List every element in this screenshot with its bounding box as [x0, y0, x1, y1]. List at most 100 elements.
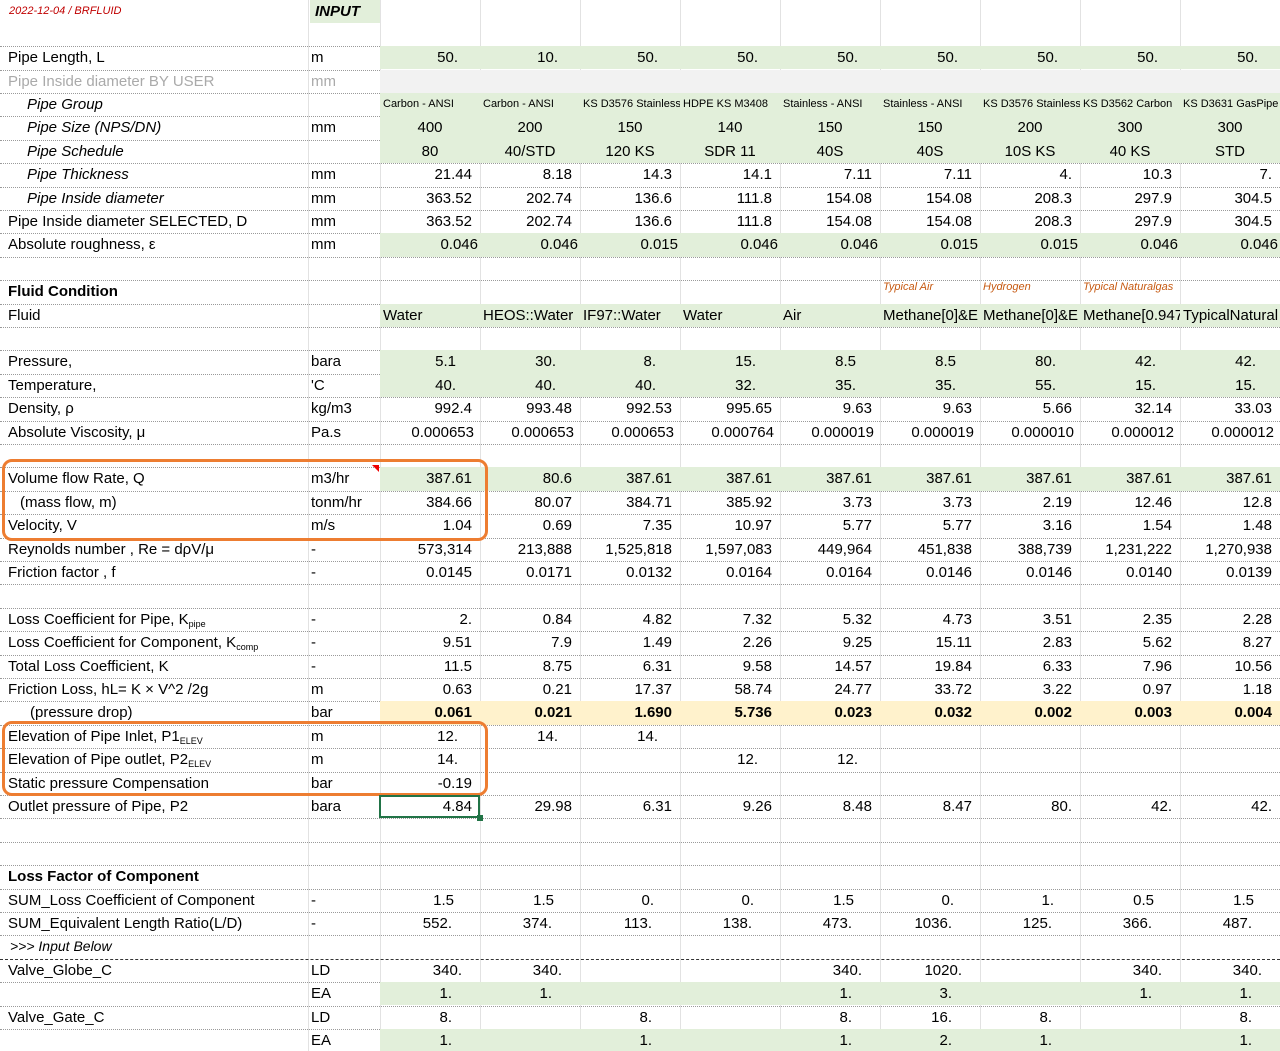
cell-value: 50. — [437, 49, 458, 67]
cell-value: 1. — [439, 1031, 452, 1049]
grid-row-line — [0, 958, 1280, 960]
row-label: Absolute roughness, ε — [0, 233, 308, 256]
cell-value: 15. — [1235, 376, 1256, 394]
label-text: Total Loss Coefficient, K — [8, 657, 169, 675]
cell-value: 0.63 — [442, 680, 472, 698]
cell-value: 297.9 — [1134, 212, 1172, 230]
cell-value: 8.5 — [935, 353, 956, 371]
cell-value: 40S — [916, 142, 944, 160]
input-band — [380, 467, 1280, 491]
cell-value: 50. — [1037, 49, 1058, 67]
cell-value: 15. — [1135, 376, 1156, 394]
label-subscript: comp — [236, 642, 259, 653]
row-label: Fluid — [0, 304, 308, 327]
grid-row-line — [0, 443, 1280, 445]
grid-column-line — [1080, 0, 1081, 1051]
cell-value: 12.8 — [1242, 493, 1272, 511]
label-text: Outlet pressure of Pipe, P2 — [8, 797, 189, 815]
cell-value: Water — [683, 306, 723, 324]
cell-value: 0.000653 — [511, 423, 574, 441]
label-text: Pipe Size (NPS/DN) — [27, 119, 162, 137]
cell-value: 363.52 — [426, 212, 472, 230]
grid-row-line — [0, 514, 1280, 516]
row-unit: mm — [311, 166, 336, 184]
cell-value: 33.72 — [934, 680, 972, 698]
row-unit: mm — [311, 212, 336, 230]
cell-value: TypicalNatural — [1183, 306, 1279, 324]
grid-row-line — [0, 1005, 1280, 1007]
cell-value: 366. — [1122, 914, 1152, 932]
cell-value: 1. — [839, 1031, 852, 1049]
cell-value: 0.000019 — [911, 423, 974, 441]
row-unit: - — [311, 657, 316, 675]
cell-value: 0.021 — [534, 704, 572, 722]
cell-value: 2.28 — [1242, 610, 1272, 628]
cell-value: 19.84 — [934, 657, 972, 675]
cell-value: KS D3576 Stainless — [983, 97, 1080, 110]
cell-value: 208.3 — [1034, 212, 1072, 230]
cell-value: KS D3631 GasPipe — [1183, 97, 1279, 110]
cell-value: 8.27 — [1242, 634, 1272, 652]
cell-value: 0.0132 — [626, 563, 672, 581]
cell-value: 12. — [437, 727, 458, 745]
row-label: SUM_Equivalent Length Ratio(L/D) — [0, 912, 308, 935]
cell-value: 1.04 — [442, 517, 472, 535]
row-unit: m — [311, 751, 324, 769]
cell-value: 1020. — [924, 961, 962, 979]
cell-value: 1. — [1139, 985, 1152, 1003]
cell-value: 6.31 — [642, 657, 672, 675]
row-unit: - — [311, 891, 316, 909]
cell-value: 297.9 — [1134, 189, 1172, 207]
grid-row-line — [0, 677, 1280, 679]
row-unit: EA — [311, 985, 332, 1003]
cell-value: 4.82 — [642, 610, 672, 628]
cell-value: 8.48 — [842, 797, 872, 815]
grid-row-line — [0, 748, 1280, 750]
label-text: Loss Factor of Component — [8, 868, 199, 886]
row-label: Outlet pressure of Pipe, P2 — [0, 795, 308, 818]
cell-value: 24.77 — [834, 680, 872, 698]
cell-value: 0.032 — [934, 704, 972, 722]
row-unit: bar — [311, 704, 333, 722]
cell-value: 5.66 — [1042, 400, 1072, 418]
row-unit: mm — [311, 72, 336, 90]
row-unit: bara — [311, 353, 342, 371]
grid-row-line — [0, 326, 1280, 328]
cell-value: 1,597,083 — [705, 540, 772, 558]
cell-value: 387.61 — [1026, 470, 1072, 488]
grid-row-line — [0, 771, 1280, 773]
cell-value: 7.35 — [642, 517, 672, 535]
cell-value: 29.98 — [534, 797, 572, 815]
row-unit: mm — [311, 236, 336, 254]
cell-value: 7.11 — [943, 166, 972, 184]
label-text: Pressure, — [8, 353, 73, 371]
grid-row-line — [0, 256, 1280, 258]
cell-value: 111.8 — [736, 212, 772, 230]
grid-column-line — [980, 0, 981, 1051]
row-unit: EA — [311, 1031, 332, 1049]
row-unit: m — [311, 727, 324, 745]
fill-handle — [477, 815, 483, 821]
cell-value: 0.0145 — [426, 563, 472, 581]
cell-value: 8.75 — [542, 657, 572, 675]
row-label: Reynolds number , Re = dρV/μ — [0, 538, 308, 561]
cell-value: 387.61 — [826, 470, 872, 488]
row-label: Pipe Group — [0, 93, 308, 116]
cell-value: 42. — [1235, 353, 1256, 371]
cell-value: 3.73 — [842, 493, 872, 511]
cell-value: 304.5 — [1234, 212, 1272, 230]
cell-value: IF97::Water — [583, 306, 661, 324]
row-unit: LD — [311, 961, 331, 979]
cell-value: 1.5 — [533, 891, 554, 909]
cell-value: 4.84 — [442, 797, 472, 815]
cell-value: 3.73 — [942, 493, 972, 511]
cell-value: 3. — [939, 985, 952, 1003]
cell-value: 8.47 — [942, 797, 972, 815]
cell-value: 388,739 — [1017, 540, 1072, 558]
grid-row-line — [0, 584, 1280, 586]
cell-value: 0.000764 — [711, 423, 774, 441]
cell-value: SDR 11 — [704, 142, 756, 160]
cell-value: 14.3 — [642, 166, 672, 184]
cell-value: 55. — [1035, 376, 1056, 394]
cell-value: 1. — [1239, 1031, 1252, 1049]
